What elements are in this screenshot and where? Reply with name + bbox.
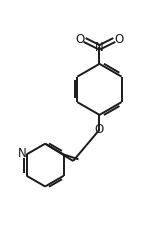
Text: N: N (95, 41, 104, 54)
Text: N: N (18, 147, 27, 160)
Text: O: O (115, 34, 124, 46)
Text: O: O (75, 34, 84, 46)
Text: O: O (95, 123, 104, 136)
